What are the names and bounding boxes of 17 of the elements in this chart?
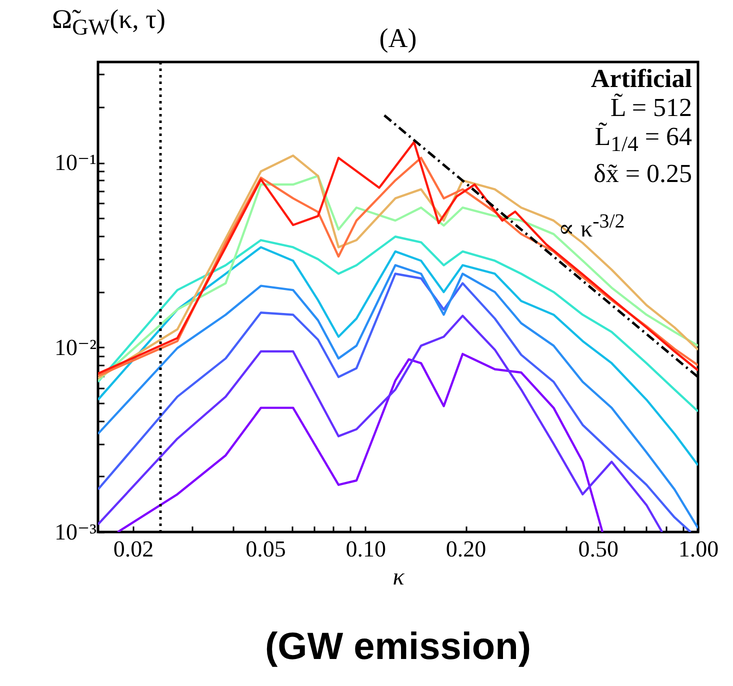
x-tick-label: 1.00: [678, 536, 719, 562]
annotation: Artificial: [590, 64, 692, 93]
y-tick-label: 10⁻¹: [54, 150, 97, 176]
chart-title: (A): [379, 22, 417, 53]
annotation: δx̃ = 0.25: [592, 159, 692, 188]
x-tick-label: 0.50: [578, 536, 619, 562]
y-tick-label: 10⁻³: [54, 520, 97, 544]
x-tick-label: 0.20: [446, 536, 486, 562]
x-axis-title: κ: [392, 564, 405, 590]
x-tick-label: 0.10: [346, 536, 386, 562]
y-tick-label: 10⁻²: [54, 334, 97, 360]
y-axis-title: Ω̃$_{GW}$(κ, τ): [52, 4, 166, 40]
text: (GW emission): [264, 626, 532, 669]
annotation: L̃$_{1/4}$ = 64: [594, 122, 692, 158]
annotation: L̃ = 512: [609, 93, 692, 122]
x-tick-label: 0.05: [246, 536, 286, 562]
x-tick-label: 0.02: [113, 536, 154, 562]
